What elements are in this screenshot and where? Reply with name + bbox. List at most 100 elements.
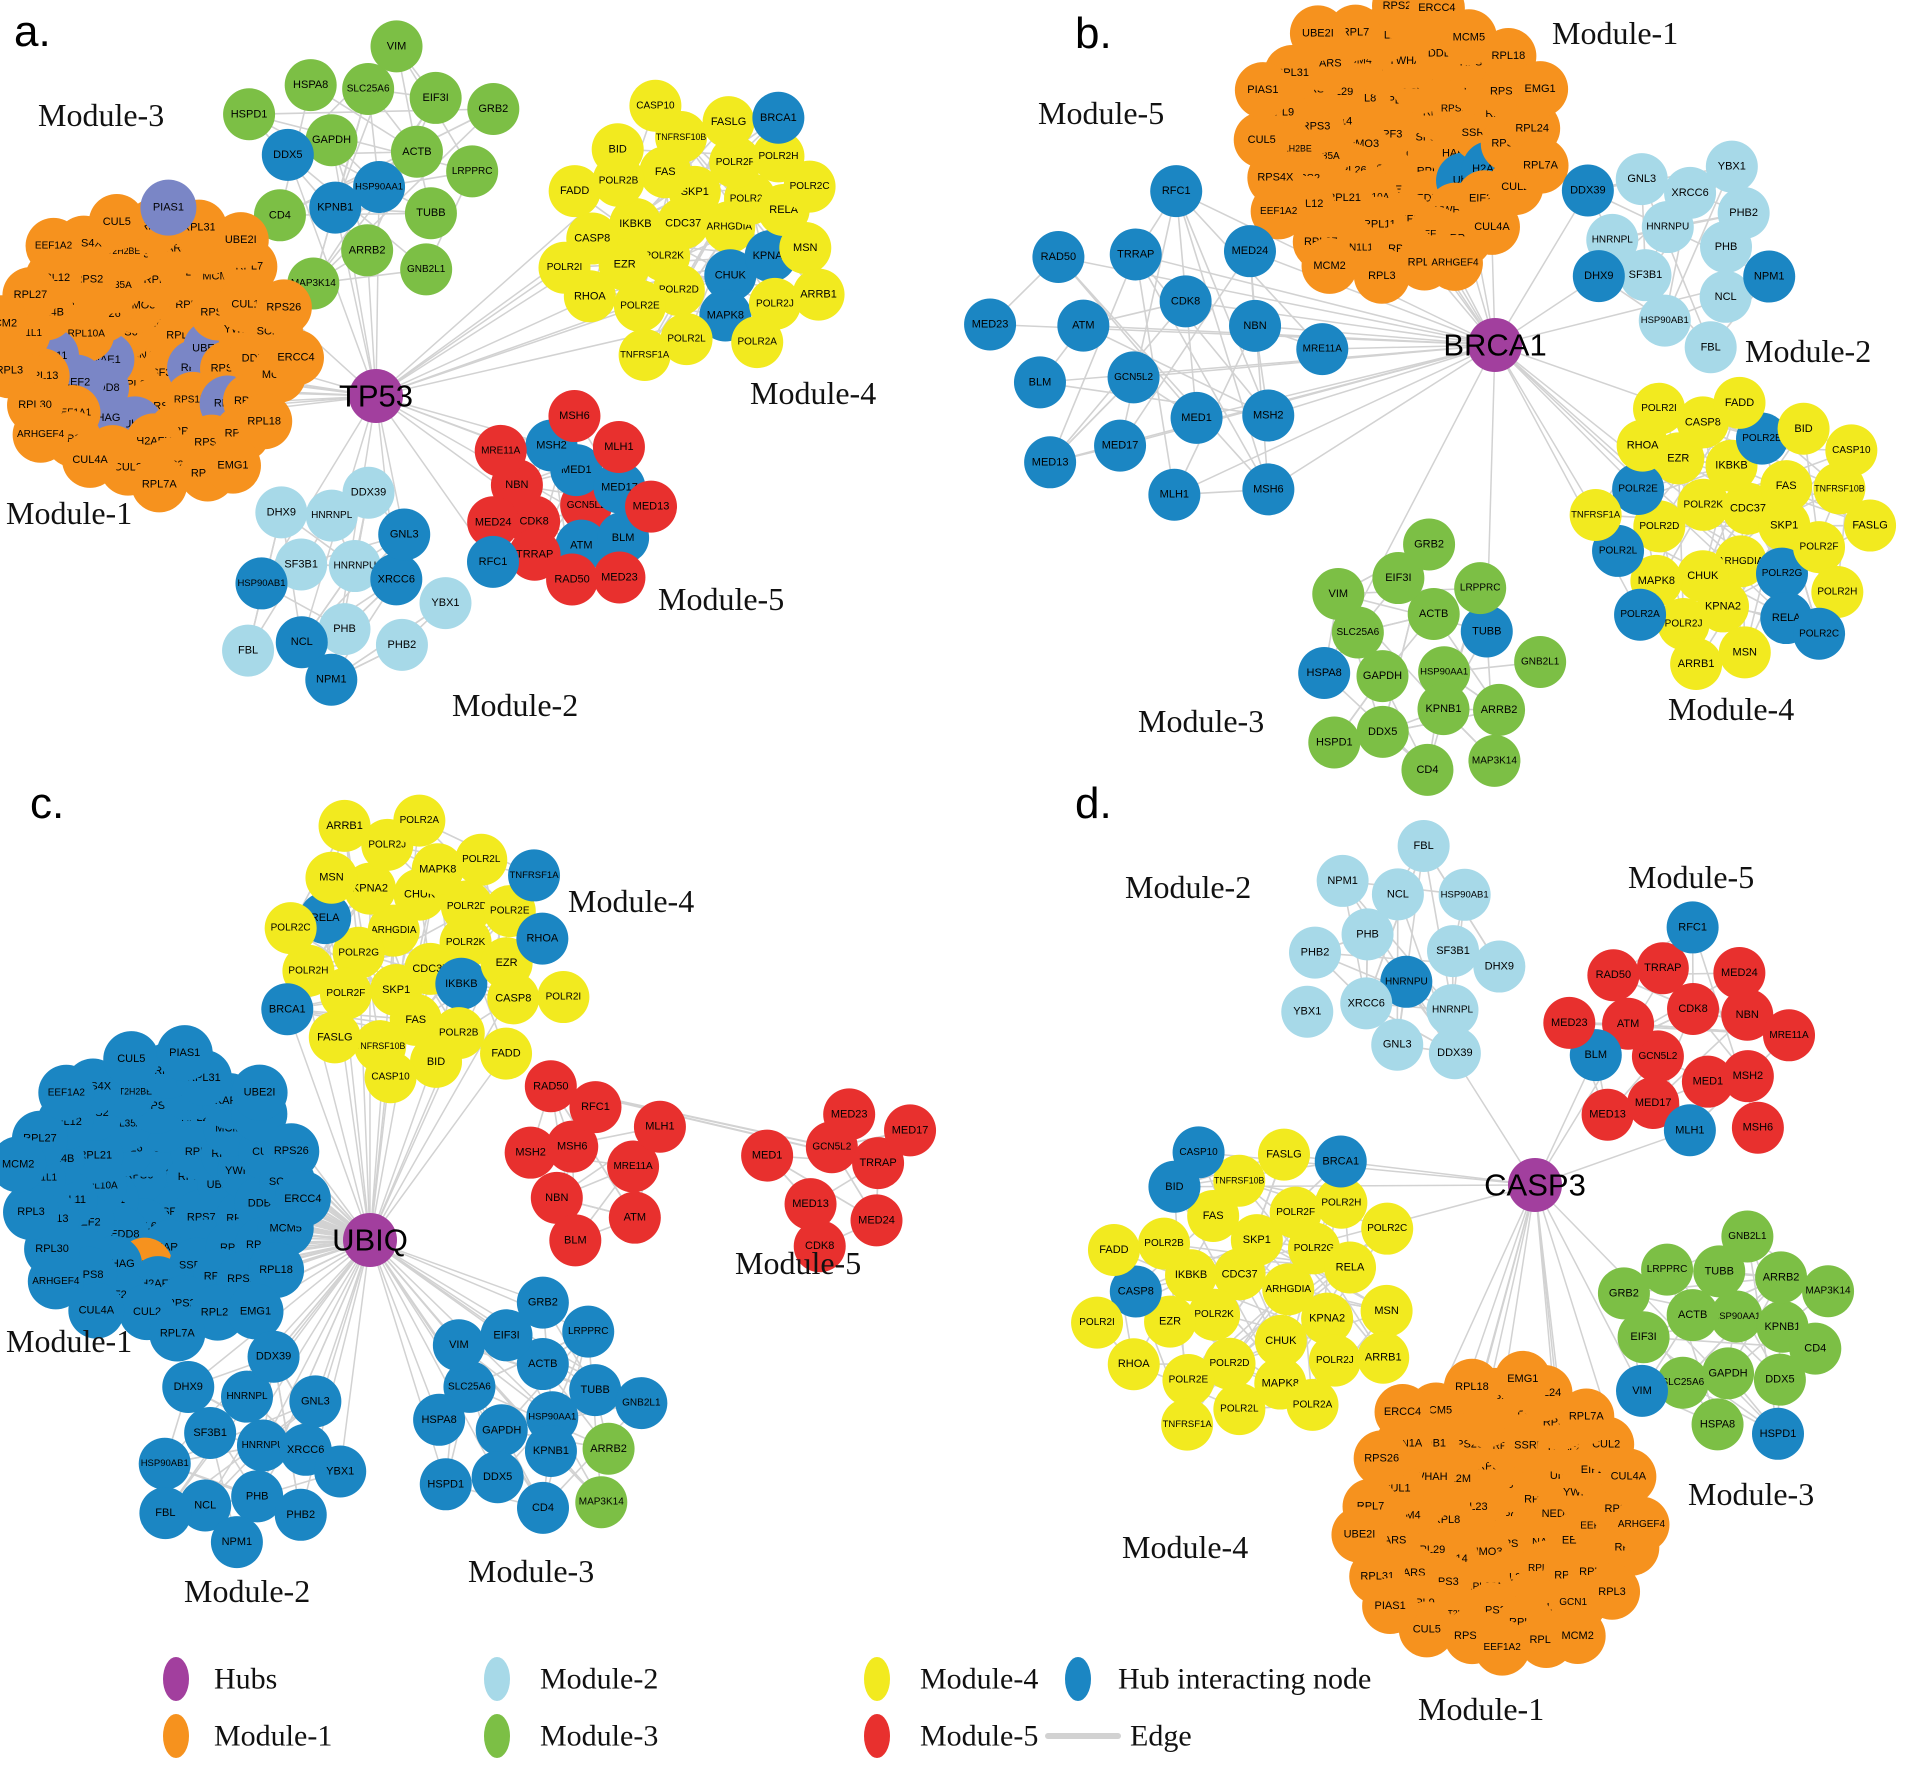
node-POLR2F[interactable]	[1793, 521, 1846, 574]
node-PHB2[interactable]	[1717, 187, 1770, 240]
node-CDK8[interactable]	[1159, 275, 1212, 328]
node-NCL[interactable]	[1371, 868, 1424, 921]
node-MLH1[interactable]	[1148, 468, 1201, 521]
node-MED17[interactable]	[884, 1104, 937, 1157]
node-RPL18[interactable]	[1443, 1358, 1500, 1415]
node-RPS26[interactable]	[255, 279, 312, 336]
node-GRB2[interactable]	[1403, 518, 1456, 571]
node-UBE2I[interactable]	[1331, 1506, 1388, 1563]
node-GAPDH[interactable]	[475, 1404, 528, 1457]
node-ARHGEF4[interactable]	[1613, 1496, 1670, 1553]
node-ERCC4[interactable]	[274, 1170, 331, 1227]
node-ERCC4[interactable]	[1408, 0, 1465, 36]
node-GRB2[interactable]	[1597, 1267, 1650, 1320]
node-CUL4A[interactable]	[68, 1282, 125, 1339]
node-CD4[interactable]	[1401, 743, 1454, 796]
node-RPL3[interactable]	[1584, 1563, 1641, 1620]
node-ERCC4[interactable]	[1374, 1383, 1431, 1440]
node-CUL5[interactable]	[88, 194, 145, 251]
node-SLC25A6[interactable]	[1656, 1356, 1709, 1409]
node-BID[interactable]	[410, 1035, 463, 1088]
node-MED23[interactable]	[593, 551, 646, 604]
node-FADD[interactable]	[480, 1027, 533, 1080]
node-EEF1A2[interactable]	[1474, 1619, 1531, 1676]
node-POLR2L[interactable]	[455, 833, 508, 886]
node-PHB[interactable]	[231, 1470, 284, 1523]
node-VIM[interactable]	[1616, 1364, 1669, 1417]
node-TNFRSF10B[interactable]	[1213, 1154, 1266, 1207]
node-DDX5[interactable]	[1753, 1353, 1806, 1406]
node-POLR2E[interactable]	[1162, 1354, 1215, 1407]
node-NPM1[interactable]	[305, 653, 358, 706]
node-POLR2H[interactable]	[282, 944, 335, 997]
node-CD4[interactable]	[517, 1481, 570, 1534]
node-HSP90AA1[interactable]	[1418, 646, 1471, 699]
node-TUBB[interactable]	[1460, 605, 1513, 658]
node-RAD50[interactable]	[1587, 949, 1640, 1002]
node-RFC1[interactable]	[569, 1081, 622, 1134]
node-BID[interactable]	[591, 123, 644, 176]
node-HSPA8[interactable]	[284, 59, 337, 112]
node-BRCA1[interactable]	[261, 983, 314, 1036]
node-DDX5[interactable]	[471, 1451, 524, 1504]
node-VIM[interactable]	[432, 1319, 485, 1372]
node-TNFRSF1A[interactable]	[1161, 1398, 1214, 1451]
node-MAPK8[interactable]	[411, 843, 464, 896]
node-HNRNPL[interactable]	[1426, 984, 1479, 1037]
node-FBL[interactable]	[139, 1487, 192, 1540]
node-POLR2I[interactable]	[537, 971, 590, 1024]
node-NBN[interactable]	[1229, 299, 1282, 352]
node-HNRNPU[interactable]	[328, 540, 381, 593]
node-MRE11A[interactable]	[607, 1140, 660, 1193]
node-POLR2A[interactable]	[731, 316, 784, 369]
node-ARRB2[interactable]	[582, 1422, 635, 1475]
node-CASP10[interactable]	[1172, 1126, 1225, 1179]
node-XRCC6[interactable]	[370, 553, 423, 606]
node-CUL4A[interactable]	[1463, 198, 1520, 255]
node-MCM2[interactable]	[0, 1136, 47, 1193]
node-DDX5[interactable]	[261, 128, 314, 181]
node-RPL7A[interactable]	[131, 456, 188, 513]
node-POLR2D[interactable]	[1203, 1337, 1256, 1390]
node-YBX1[interactable]	[314, 1445, 367, 1498]
node-CHUK[interactable]	[1254, 1314, 1307, 1367]
node-NCL[interactable]	[179, 1479, 232, 1532]
node-MED13[interactable]	[784, 1178, 837, 1231]
node-MED24[interactable]	[850, 1194, 903, 1247]
node-POLR2L[interactable]	[660, 313, 713, 366]
node-HSPD1[interactable]	[419, 1458, 472, 1511]
node-SF3B1[interactable]	[275, 538, 328, 591]
node-TUBB[interactable]	[404, 187, 457, 240]
node-YBX1[interactable]	[1705, 140, 1758, 193]
node-PIAS1[interactable]	[1362, 1577, 1419, 1634]
node-POLR2K[interactable]	[1188, 1288, 1241, 1341]
node-POLR2A[interactable]	[1286, 1378, 1339, 1431]
node-POLR2A[interactable]	[1614, 588, 1667, 641]
node-CD4[interactable]	[253, 189, 306, 242]
node-KPNB1[interactable]	[524, 1424, 577, 1477]
node-PIAS1[interactable]	[1234, 62, 1291, 119]
node-ERCC4[interactable]	[267, 329, 324, 386]
node-EIF3I[interactable]	[1617, 1311, 1670, 1364]
node-POLR2J[interactable]	[1657, 598, 1710, 651]
node-MLH1[interactable]	[633, 1100, 686, 1153]
node-POLR2L[interactable]	[1213, 1383, 1266, 1436]
node-MED1[interactable]	[1681, 1055, 1734, 1108]
node-GCN5L2[interactable]	[1107, 351, 1160, 404]
node-PHB[interactable]	[1341, 908, 1394, 961]
node-HSPA8[interactable]	[1298, 647, 1351, 700]
node-MSH2[interactable]	[1242, 389, 1295, 442]
node-FASLG[interactable]	[1257, 1128, 1310, 1181]
node-DDX39[interactable]	[247, 1330, 300, 1383]
node-MAP3K14[interactable]	[1468, 734, 1521, 787]
node-EMG1[interactable]	[1512, 61, 1569, 118]
node-POLR2G[interactable]	[332, 926, 385, 979]
node-KPNA2[interactable]	[1697, 580, 1750, 633]
node-TUBB[interactable]	[1693, 1245, 1746, 1298]
node-FBL[interactable]	[1397, 819, 1450, 872]
node-FADD[interactable]	[1713, 376, 1766, 429]
node-EIF3I[interactable]	[480, 1309, 533, 1362]
node-MSH6[interactable]	[548, 390, 601, 443]
node-KPNB1[interactable]	[309, 181, 362, 234]
node-TRRAP[interactable]	[1109, 228, 1162, 281]
